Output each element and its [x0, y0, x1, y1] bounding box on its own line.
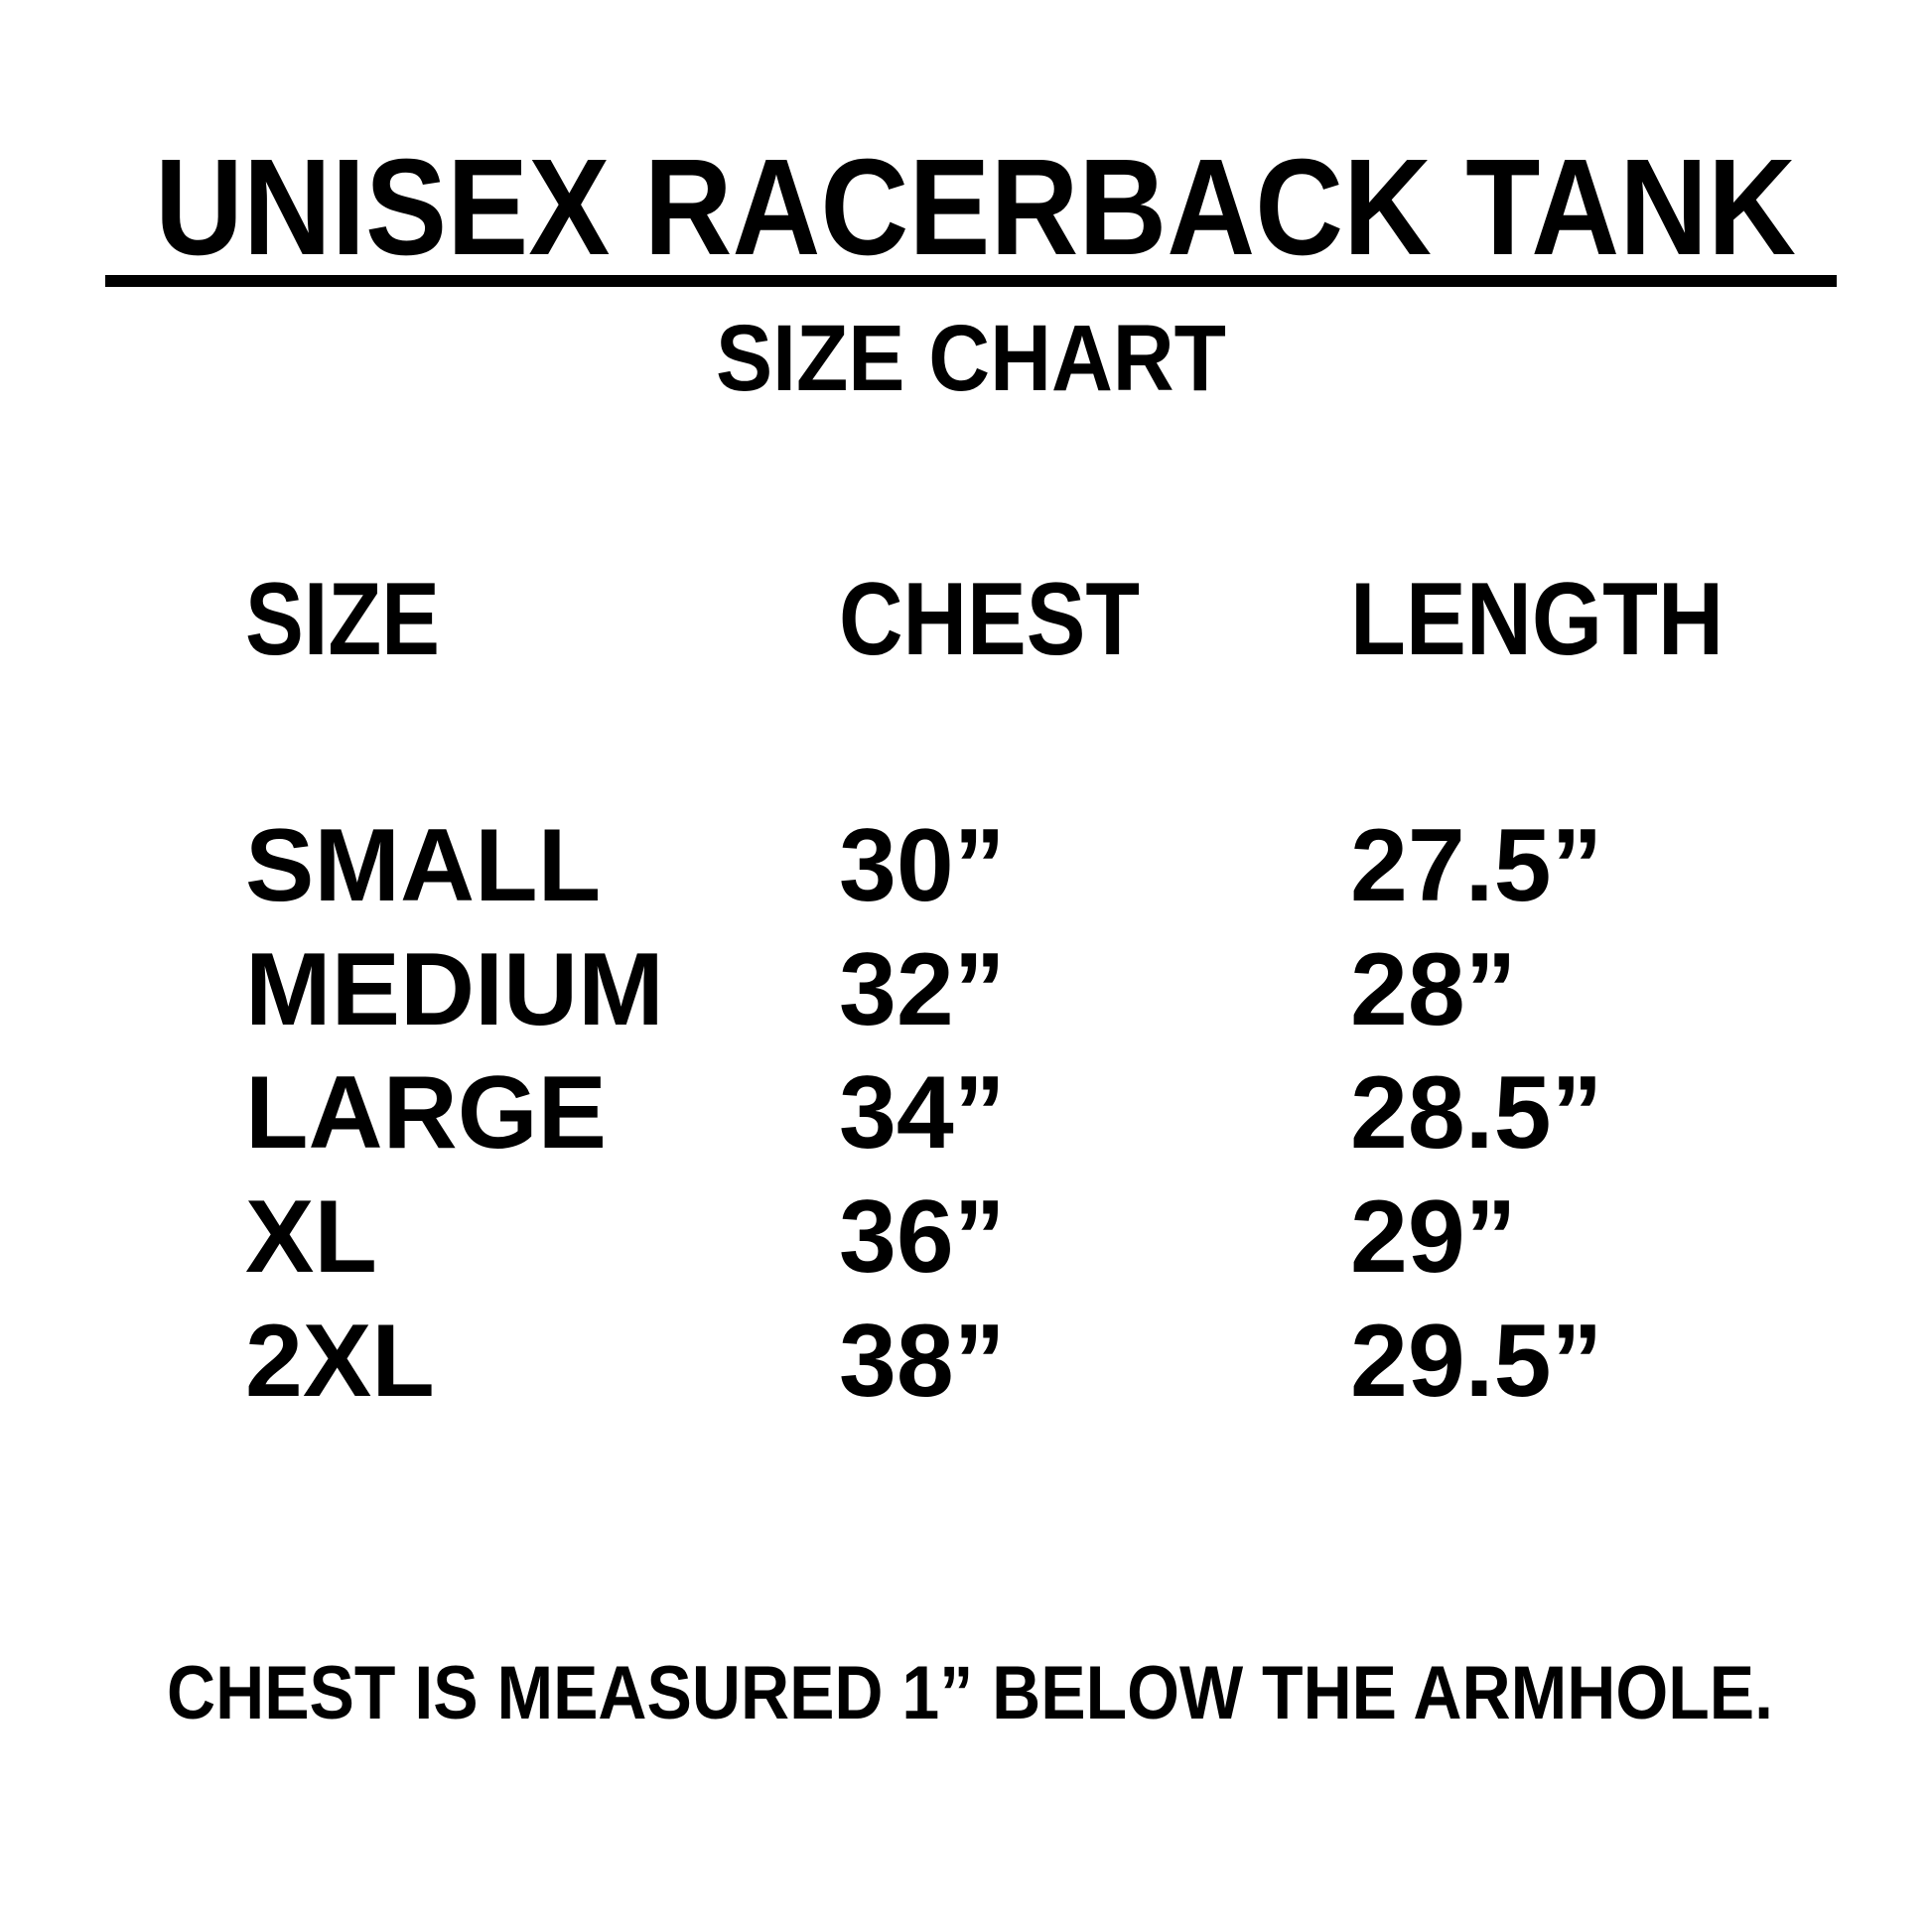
- table-row: XL 36” 29”: [245, 1179, 1517, 1295]
- title-underline: [105, 275, 1837, 287]
- cell-chest: 30”: [839, 808, 1006, 923]
- cell-length: 29.5”: [1350, 1304, 1602, 1419]
- table-row: LARGE 34” 28.5”: [245, 1055, 1602, 1171]
- cell-chest: 38”: [839, 1304, 1006, 1419]
- cell-chest: 34”: [839, 1055, 1006, 1171]
- page-title: UNISEX RACERBACK TANK: [155, 131, 1796, 284]
- cell-size: LARGE: [245, 1055, 607, 1171]
- footnote: CHEST IS MEASURED 1” BELOW THE ARMHOLE.: [167, 1651, 1773, 1735]
- header-length: LENGTH: [1350, 562, 1724, 677]
- cell-length: 28.5”: [1350, 1055, 1602, 1171]
- cell-size: 2XL: [245, 1304, 435, 1419]
- cell-length: 27.5”: [1350, 808, 1602, 923]
- table-row: SMALL 30” 27.5”: [245, 808, 1602, 923]
- cell-chest: 36”: [839, 1179, 1006, 1295]
- header-chest: CHEST: [839, 562, 1140, 677]
- subtitle: SIZE CHART: [716, 306, 1226, 411]
- cell-length: 28”: [1350, 932, 1517, 1047]
- table-row: 2XL 38” 29.5”: [245, 1304, 1602, 1419]
- table-row: MEDIUM 32” 28”: [245, 932, 1517, 1047]
- cell-size: SMALL: [245, 808, 601, 923]
- cell-size: MEDIUM: [245, 932, 664, 1047]
- cell-chest: 32”: [839, 932, 1006, 1047]
- cell-length: 29”: [1350, 1179, 1517, 1295]
- header-size: SIZE: [245, 562, 440, 677]
- cell-size: XL: [245, 1179, 377, 1295]
